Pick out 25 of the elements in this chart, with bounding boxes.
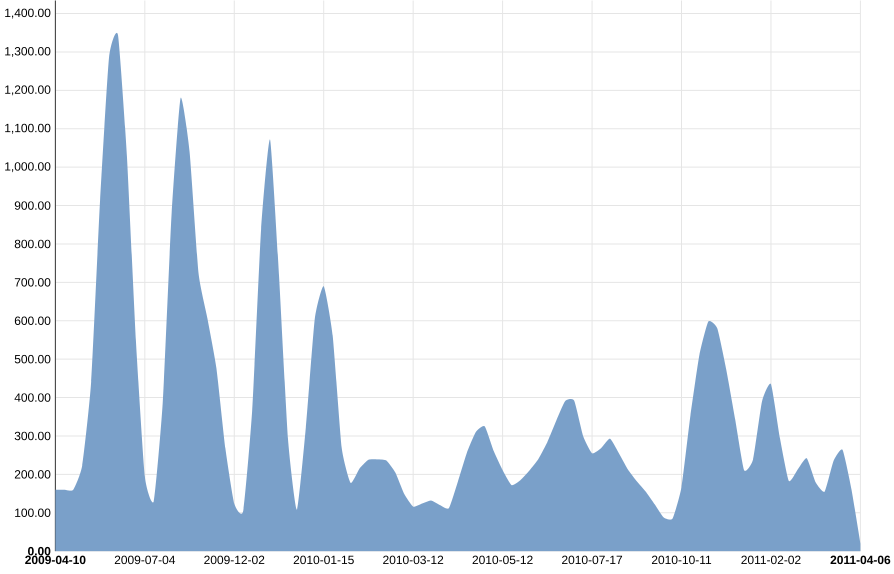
y-tick-label: 1,100.00 — [5, 124, 50, 134]
x-tick-label: 2010-01-15 — [294, 556, 354, 564]
x-tick-label: 2010-10-11 — [652, 556, 712, 564]
x-tick-label: 2009-04-10 — [25, 556, 86, 564]
x-tick-label: 2010-03-12 — [383, 556, 444, 564]
y-tick-label: 600.00 — [14, 316, 50, 325]
y-tick-label: 1,400.00 — [5, 8, 50, 18]
y-tick-label: 800.00 — [14, 240, 50, 248]
x-tick-label: 2010-07-17 — [562, 556, 622, 564]
y-tick-label: 300.00 — [14, 432, 50, 440]
y-tick-label: 700.00 — [14, 278, 50, 287]
x-tick-label: 2010-05-12 — [472, 556, 533, 564]
x-tick-label: 2011-04-06 — [830, 556, 890, 564]
x-tick-label: 2009-07-04 — [114, 556, 176, 564]
y-tick-label: 500.00 — [14, 354, 50, 364]
y-tick-label: 200.00 — [14, 470, 50, 479]
y-tick-label: 100.00 — [15, 508, 50, 517]
y-tick-label: 900.00 — [14, 201, 50, 210]
y-tick-label: 0.00 — [28, 546, 50, 556]
y-tick-label: 400.00 — [14, 393, 50, 402]
x-tick-label: 2009-12-02 — [204, 556, 264, 564]
y-tick-label: 1,300.00 — [5, 46, 50, 57]
y-tick-label: 1,000.00 — [5, 162, 50, 172]
y-tick-label: 1,200.00 — [5, 85, 50, 96]
x-tick-label: 2011-02-02 — [741, 556, 801, 564]
